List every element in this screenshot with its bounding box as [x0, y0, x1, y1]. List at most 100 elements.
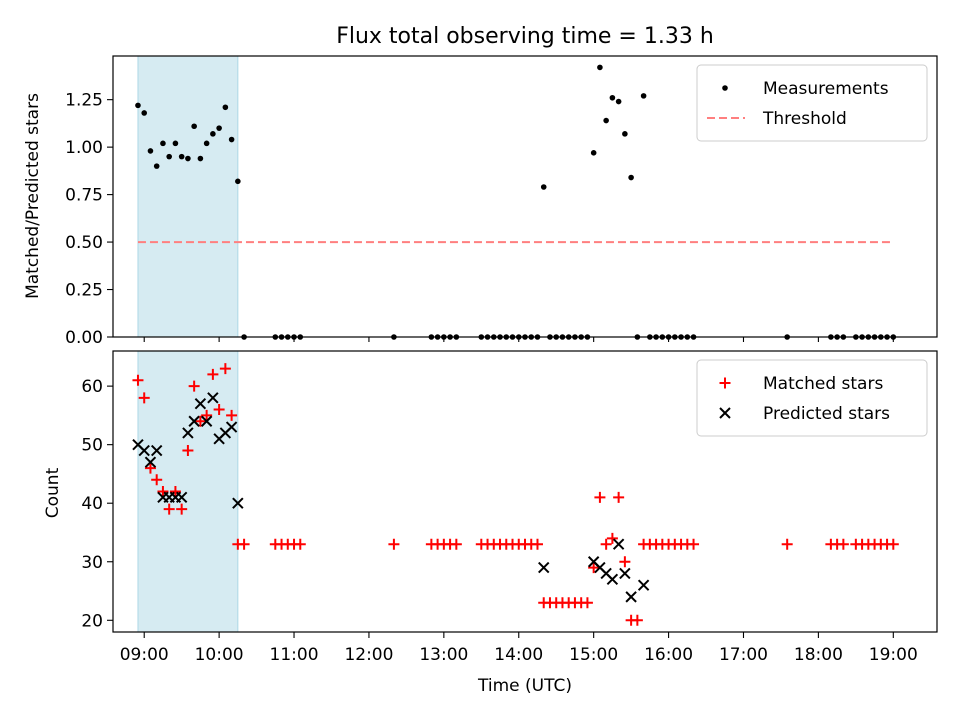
matched-star-point — [781, 538, 793, 550]
predicted-star-point — [188, 415, 200, 427]
matched-star-point — [581, 597, 593, 609]
legend-swatch — [719, 377, 731, 389]
top-x-ticks — [143, 337, 894, 342]
highlight-span-rect — [137, 55, 239, 338]
y-tick-label: 50 — [81, 436, 103, 456]
y-tick-label: 0.50 — [65, 233, 103, 253]
legend-swatch — [719, 407, 731, 419]
measurement-point — [615, 98, 622, 105]
matched-star-point — [606, 532, 618, 544]
x-tick-label: 19:00 — [869, 645, 918, 665]
matched-star-point — [188, 380, 200, 392]
measurement-point — [235, 178, 241, 185]
chart-title: Flux total observing time = 1.33 h — [336, 24, 714, 49]
x-tick-label: 15:00 — [569, 645, 618, 665]
predicted-star-point — [150, 444, 163, 457]
matched-star-point — [138, 392, 150, 404]
y-tick-label: 0.00 — [65, 328, 103, 348]
legend-label: Matched stars — [763, 374, 883, 394]
top-y-axis-label: Matched/Predicted stars — [23, 93, 43, 299]
predicted-star-point — [182, 427, 194, 439]
matched-star-point — [688, 538, 700, 550]
matched-star-point — [176, 503, 188, 515]
predicted-star-point — [225, 421, 238, 433]
predicted-star-point — [625, 591, 637, 603]
measurement-point — [166, 153, 172, 160]
matched-star-point — [388, 538, 400, 550]
matched-star-point — [450, 538, 462, 550]
matched-star-point — [226, 409, 238, 421]
matched-star-point — [837, 538, 849, 550]
predicted-star-point — [138, 444, 150, 457]
y-tick-label: 1.25 — [65, 91, 103, 111]
bottom-highlight-span — [137, 350, 239, 633]
matched-star-point — [619, 556, 631, 568]
x-tick-label: 18:00 — [794, 645, 843, 665]
top-y-ticks: 0.00 0.25 0.50 0.75 1.00 1.25 — [65, 91, 113, 348]
matched-star-point — [887, 538, 899, 550]
top-highlight-span — [137, 55, 239, 338]
matched-star-point — [219, 363, 231, 375]
predicted-star-point — [200, 415, 213, 427]
x-tick-label: 17:00 — [719, 645, 768, 665]
measurement-point — [597, 64, 603, 71]
measurement-point — [178, 153, 185, 160]
top-panel: 0.00 0.25 0.50 0.75 1.00 1.25 Matched/Predict… — [23, 55, 938, 348]
x-tick-label: 12:00 — [344, 645, 393, 665]
x-tick-label: 09:00 — [120, 645, 169, 665]
bottom-axes-frame — [112, 350, 938, 633]
matched-star-point — [169, 486, 181, 497]
bottom-panel: 20 30 40 50 60 09:00 10:00 11:00 12:00 13:00 14:0… — [43, 350, 938, 696]
bottom-x-ticks: 09:00 10:00 11:00 12:00 13:00 14:00 15:00 16:00… — [120, 632, 918, 665]
matched-star-point — [613, 491, 625, 503]
highlight-span-rect — [137, 350, 239, 633]
predicted-star-point — [194, 397, 207, 410]
measurement-point — [216, 125, 222, 131]
predicted-star-point — [207, 392, 219, 404]
predicted-star-point — [175, 491, 188, 504]
matched-star-point — [201, 409, 213, 421]
legend-label: Measurements — [763, 79, 889, 99]
matched-star-point — [588, 562, 600, 574]
measurement-point — [135, 102, 141, 109]
matched-star-point — [531, 538, 543, 550]
bottom-y-axis-label: Count — [43, 467, 63, 518]
y-tick-label: 30 — [81, 553, 103, 573]
bottom-y-ticks: 20 30 40 50 60 — [81, 377, 113, 631]
y-tick-label: 0.25 — [65, 281, 103, 301]
matched-star-point — [294, 538, 306, 550]
y-tick-label: 40 — [81, 494, 103, 514]
y-tick-label: 60 — [81, 377, 103, 397]
measurement-point — [628, 174, 634, 181]
top-axes-frame — [112, 55, 938, 338]
y-tick-label: 20 — [81, 611, 103, 631]
matched-star-point — [132, 374, 144, 386]
matched-star-point — [207, 368, 219, 380]
matched-star-point — [631, 614, 643, 626]
predicted-star-point — [144, 456, 157, 468]
predicted-star-point — [619, 567, 631, 580]
x-tick-label: 16:00 — [644, 645, 693, 665]
measurement-point — [160, 140, 166, 147]
matched-star-point — [594, 491, 606, 503]
bottom-marks — [132, 363, 899, 626]
predicted-star-point — [232, 497, 244, 509]
measurement-point — [172, 140, 179, 147]
measurement-point — [191, 123, 197, 130]
matched-star-point — [157, 486, 169, 497]
matched-star-point — [213, 404, 225, 416]
measurement-point — [210, 131, 216, 137]
measurement-point — [153, 163, 160, 169]
measurement-point — [540, 184, 547, 190]
x-tick-label: 11:00 — [270, 645, 319, 665]
matched-star-point — [144, 462, 156, 474]
measurement-point — [228, 136, 235, 143]
x-tick-label: 13:00 — [419, 645, 468, 665]
x-tick-label: 10:00 — [195, 645, 244, 665]
measurement-point — [141, 110, 148, 116]
legend-box — [696, 359, 928, 437]
measurement-point — [147, 148, 154, 154]
predicted-star-point — [612, 538, 625, 550]
predicted-star-point — [538, 561, 550, 574]
